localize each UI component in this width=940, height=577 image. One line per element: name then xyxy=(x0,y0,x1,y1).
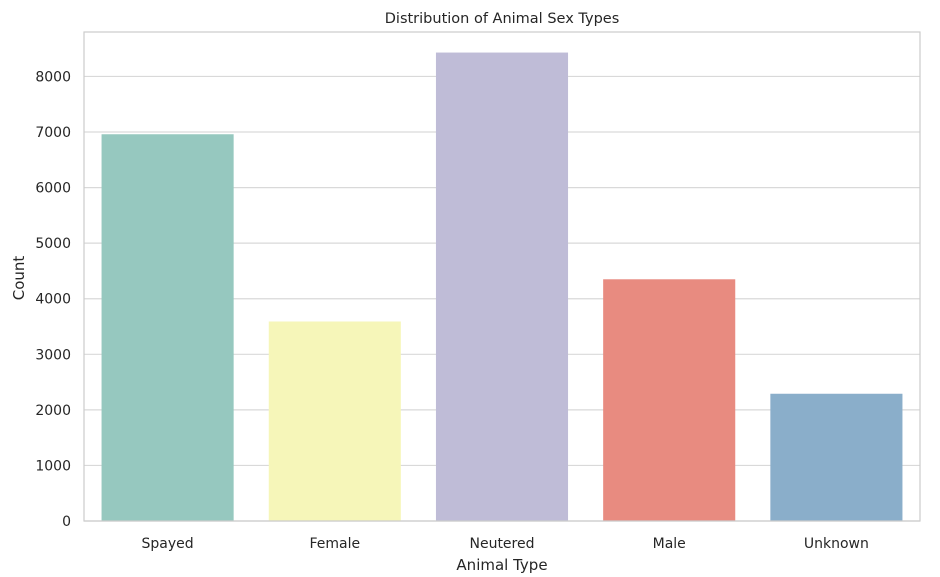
y-tick-label: 8000 xyxy=(35,69,71,85)
x-axis-title: Animal Type xyxy=(456,556,547,574)
bar-spayed xyxy=(101,134,234,521)
chart-title: Distribution of Animal Sex Types xyxy=(385,11,620,27)
y-axis-title: Count xyxy=(10,256,28,301)
y-tick-label: 2000 xyxy=(35,403,71,419)
y-tick-label: 7000 xyxy=(35,125,71,141)
y-tick-labels: 0 1000 2000 3000 4000 5000 6000 7000 8000 xyxy=(35,69,71,530)
y-tick-label: 4000 xyxy=(35,292,71,308)
x-tick-label: Neutered xyxy=(469,536,534,552)
x-tick-label: Female xyxy=(309,536,360,552)
y-tick-label: 0 xyxy=(62,514,71,530)
x-tick-labels: Spayed Female Neutered Male Unknown xyxy=(142,536,869,552)
bar-female xyxy=(268,321,401,521)
y-tick-label: 6000 xyxy=(35,181,71,197)
y-tick-label: 5000 xyxy=(35,236,71,252)
bar-unknown xyxy=(770,393,903,521)
plot-frame xyxy=(83,31,921,522)
x-tick-label: Unknown xyxy=(804,536,869,552)
y-tick-label: 1000 xyxy=(35,458,71,474)
x-tick-label: Spayed xyxy=(142,536,194,552)
bar-male xyxy=(603,279,736,521)
bars xyxy=(101,52,903,521)
y-tick-label: 3000 xyxy=(35,347,71,363)
x-tick-label: Male xyxy=(653,536,686,552)
bar-neutered xyxy=(435,52,569,521)
